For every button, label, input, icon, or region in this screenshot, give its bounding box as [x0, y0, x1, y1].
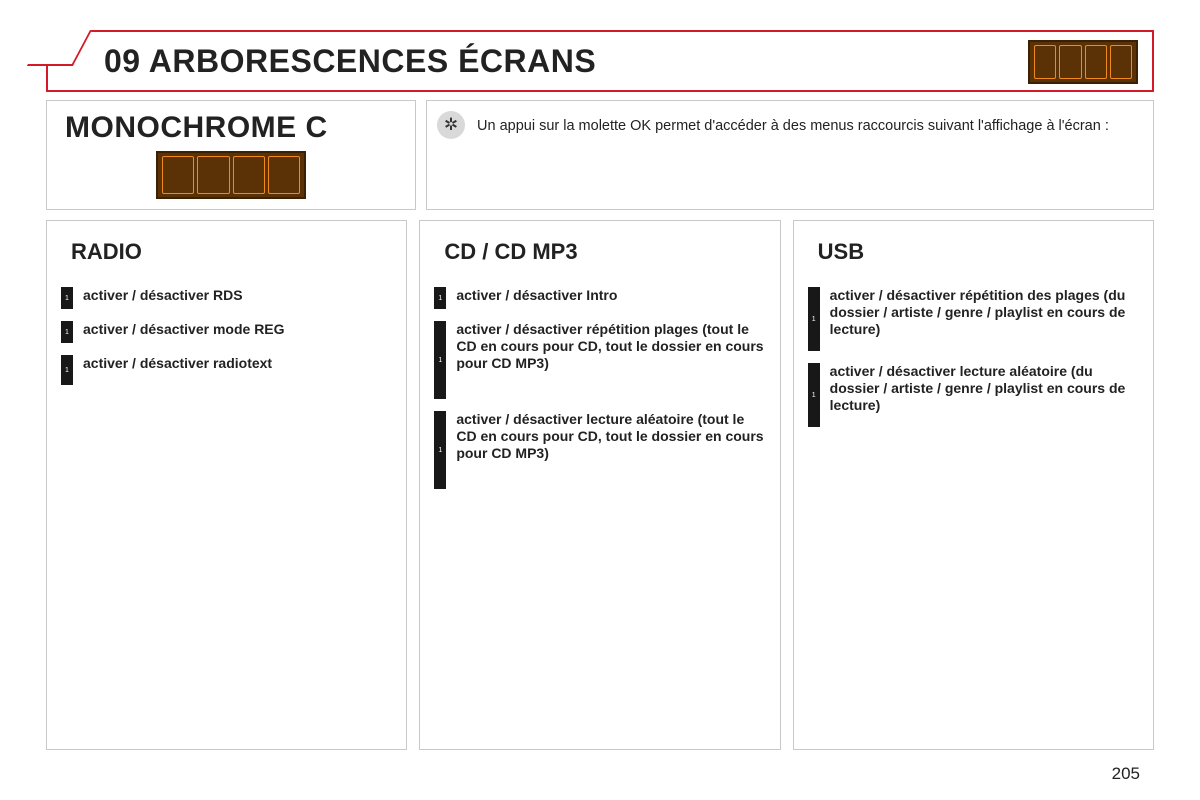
list-item-text: activer / désactiver Intro	[456, 287, 617, 304]
list-item: 1 activer / désactiver Intro	[434, 287, 765, 309]
list-item-text: activer / désactiver RDS	[83, 287, 243, 304]
page-title: 09 ARBORESCENCES ÉCRANS	[104, 43, 596, 80]
column-radio: RADIO 1 activer / désactiver RDS 1 activer …	[46, 220, 407, 750]
list-marker: 1	[434, 411, 446, 489]
list-marker: 1	[808, 287, 820, 351]
list-item: 1activer / désactiver lecture aléatoire …	[434, 411, 765, 489]
list-item: 1 activer / désactiver mode REG	[61, 321, 392, 343]
list-item-text: activer / désactiver lecture aléatoire (…	[830, 363, 1139, 413]
list-marker: 1	[61, 287, 73, 309]
list-marker: 1	[434, 321, 446, 399]
tip-box: ✲ Un appui sur la molette OK permet d'ac…	[426, 100, 1154, 210]
list-item-text: activer / désactiver lecture aléatoire (…	[456, 411, 765, 461]
tip-star-icon: ✲	[437, 111, 465, 139]
list-item-text: activer / désactiver mode REG	[83, 321, 285, 338]
page-title-band: 09 ARBORESCENCES ÉCRANS	[46, 30, 1154, 92]
title-lcd-icon	[1028, 40, 1138, 84]
list-item: 1activer / désactiver répétition des pla…	[808, 287, 1139, 351]
monochrome-title: MONOCHROME C	[65, 111, 397, 145]
list-item-text: activer / désactiver radiotext	[83, 355, 272, 372]
list-marker: 1	[61, 355, 73, 385]
list-item: 1 activer / désactiver RDS	[61, 287, 392, 309]
list-item-text: activer / désactiver répétition des plag…	[830, 287, 1139, 337]
tip-text: Un appui sur la molette OK permet d'accé…	[477, 111, 1109, 137]
columns-row: RADIO 1activer / désactiver RDS1activer …	[46, 220, 1154, 750]
column-cd-items: 1activer / désactiver Intro1activer / dé…	[434, 287, 765, 489]
list-marker: 1	[434, 287, 446, 309]
list-marker: 1	[61, 321, 73, 343]
monochrome-box: MONOCHROME C	[46, 100, 416, 210]
column-radio-title: RADIO	[71, 239, 392, 265]
column-usb-title: USB	[818, 239, 1139, 265]
list-item: 1activer / désactiver répétition plages …	[434, 321, 765, 399]
subheader-row: MONOCHROME C ✲ Un appui sur la molette O…	[46, 100, 1154, 210]
list-marker: 1	[808, 363, 820, 427]
list-item: 1activer / désactiver lecture aléatoire …	[808, 363, 1139, 427]
monochrome-lcd-icon	[156, 151, 306, 199]
column-radio-items: 1 activer / désactiver RDS 1 activer / désa…	[61, 287, 392, 385]
column-usb-items: 1activer / désactiver répétition des pla…	[808, 287, 1139, 427]
list-item: 1 activer / désactiver radiotext	[61, 355, 392, 385]
column-cd: CD / CD MP3 1activer / désactiver Intro1…	[419, 220, 780, 750]
list-item-text: activer / désactiver répétition plages (…	[456, 321, 765, 371]
page-number: 205	[1112, 764, 1140, 784]
column-usb: USB 1activer / désactiver répétition des…	[793, 220, 1154, 750]
column-cd-title: CD / CD MP3	[444, 239, 765, 265]
